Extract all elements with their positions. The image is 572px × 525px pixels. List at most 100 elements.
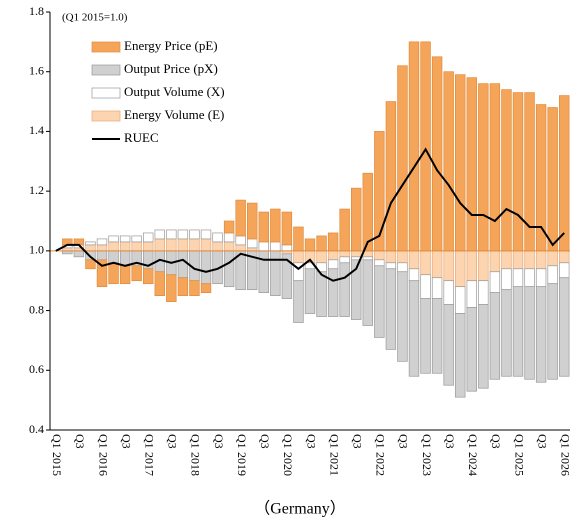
bar-segment xyxy=(304,238,316,252)
bar-segment xyxy=(96,244,108,252)
bar-segment xyxy=(431,277,443,299)
bar-segment xyxy=(512,250,524,270)
bar-segment xyxy=(547,250,558,267)
bar-segment xyxy=(466,280,477,308)
bar-segment xyxy=(177,250,189,279)
y-tick-label: 1.6 xyxy=(29,63,44,77)
bar-segment xyxy=(154,238,165,252)
bar-segment xyxy=(547,283,558,380)
year-label: 2021 xyxy=(327,452,341,476)
bar-segment xyxy=(351,259,362,320)
bar-segment xyxy=(351,187,362,252)
bar-segment xyxy=(281,211,293,246)
legend-swatch xyxy=(91,41,121,53)
bar-segment xyxy=(166,229,177,240)
bar-segment xyxy=(154,229,165,240)
bar-segment xyxy=(108,262,119,285)
legend-label: Energy Volume (E) xyxy=(124,107,224,122)
bar-segment xyxy=(385,268,397,350)
bar-segment xyxy=(223,241,235,252)
x-tick-label: Q1 xyxy=(235,434,249,449)
x-tick-label: Q1 xyxy=(50,434,64,449)
year-label: 2016 xyxy=(96,452,110,476)
year-label: 2017 xyxy=(142,452,156,476)
bar-segment xyxy=(258,211,269,243)
bar-segment xyxy=(281,253,293,299)
bar-segment xyxy=(339,208,350,252)
x-tick-label: Q1 xyxy=(281,434,295,449)
bar-segment xyxy=(223,232,235,243)
bar-segment xyxy=(131,265,142,282)
note: (Q1 2015=1.0) xyxy=(62,12,128,24)
bar-segment xyxy=(408,280,420,377)
bar-segment xyxy=(327,232,339,252)
bar-segment xyxy=(397,262,408,273)
bar-segment xyxy=(189,229,200,240)
x-tick-label: Q3 xyxy=(397,434,411,449)
bar-segment xyxy=(189,280,200,296)
x-tick-label: Q1 xyxy=(189,434,203,449)
bar-segment xyxy=(212,241,223,252)
y-tick-label: 0.4 xyxy=(29,422,44,436)
legend-swatch xyxy=(91,87,121,99)
bar-segment xyxy=(189,238,200,252)
bar-segment xyxy=(351,250,362,258)
bar-segment xyxy=(281,244,293,252)
legend-swatch xyxy=(91,64,121,76)
bar-segment xyxy=(535,250,547,270)
legend-swatch xyxy=(91,110,121,122)
bar-segment xyxy=(478,304,489,389)
bar-segment xyxy=(420,298,431,374)
legend-label: RUEC xyxy=(124,130,159,145)
year-label: 2022 xyxy=(374,452,388,476)
bar-segment xyxy=(489,250,501,273)
y-tick-label: 1.0 xyxy=(29,243,44,257)
bar-segment xyxy=(143,241,154,252)
bar-segment xyxy=(316,235,327,252)
bar-segment xyxy=(385,101,397,252)
bar-segment xyxy=(327,250,339,261)
bar-segment xyxy=(85,259,96,270)
bar-segment xyxy=(119,250,131,267)
legend-label: Output Volume (X) xyxy=(124,84,225,99)
x-tick-label: Q1 xyxy=(512,434,526,449)
bar-segment xyxy=(408,41,420,252)
bar-segment xyxy=(119,265,131,285)
bar-segment xyxy=(96,238,108,246)
bar-segment xyxy=(200,229,212,240)
x-tick-label: Q3 xyxy=(212,434,226,449)
bar-segment xyxy=(235,199,246,237)
bar-segment xyxy=(431,250,443,279)
year-label: 2026 xyxy=(558,452,572,476)
bar-segment xyxy=(258,250,269,294)
bar-segment xyxy=(512,286,524,377)
bar-segment xyxy=(247,238,258,249)
bar-segment xyxy=(96,259,108,288)
bar-segment xyxy=(397,271,408,362)
bar-segment xyxy=(177,277,189,296)
year-label: 2019 xyxy=(235,452,249,476)
bar-segment xyxy=(524,286,535,380)
x-tick-label: Q1 xyxy=(420,434,434,449)
bar-segment xyxy=(489,271,501,294)
bar-segment xyxy=(455,286,466,314)
x-tick-label: Q1 xyxy=(96,434,110,449)
bar-segment xyxy=(431,298,443,374)
bar-segment xyxy=(316,250,327,264)
bar-segment xyxy=(143,232,154,243)
bar-segment xyxy=(466,307,477,392)
bar-segment xyxy=(478,83,489,252)
bar-segment xyxy=(431,56,443,252)
bar-segment xyxy=(466,77,477,252)
bar-segment xyxy=(524,250,535,270)
bar-segment xyxy=(247,202,258,240)
year-label: 2015 xyxy=(50,452,64,476)
bar-segment xyxy=(85,241,96,246)
bar-segment xyxy=(293,226,304,252)
bar-segment xyxy=(535,286,547,383)
bar-segment xyxy=(535,104,547,252)
x-tick-label: Q3 xyxy=(489,434,503,449)
bar-segment xyxy=(478,250,489,282)
bar-segment xyxy=(443,280,454,305)
